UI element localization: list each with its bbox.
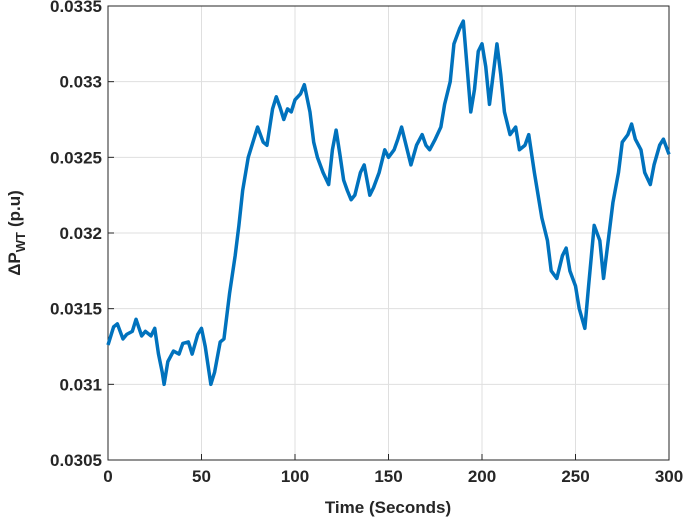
y-tick-label: 0.0335 [50, 0, 102, 16]
x-tick-label: 150 [374, 467, 402, 486]
x-tick-label: 200 [468, 467, 496, 486]
y-tick-label: 0.0325 [50, 148, 102, 167]
y-axis-label: ΔPWT (p.u) [5, 190, 28, 276]
y-tick-label: 0.031 [59, 375, 102, 394]
y-tick-label: 0.032 [59, 224, 102, 243]
y-label-sub: WT [13, 232, 28, 252]
y-tick-label: 0.0315 [50, 300, 102, 319]
y-tick-label: 0.0305 [50, 451, 102, 470]
x-axis-label: Time (Seconds) [325, 498, 451, 517]
x-tick-label: 300 [655, 467, 683, 486]
x-tick-label: 0 [103, 467, 112, 486]
x-tick-label: 50 [192, 467, 211, 486]
x-tick-label: 250 [561, 467, 589, 486]
y-label-unit: (p.u) [5, 190, 24, 227]
y-label-main: ΔP [5, 252, 24, 276]
x-tick-label: 100 [281, 467, 309, 486]
data-line [106, 19, 671, 387]
y-tick-label: 0.033 [59, 73, 102, 92]
plot-frame [107, 5, 670, 461]
y-axis-label-text: ΔPWT (p.u) [5, 190, 28, 276]
